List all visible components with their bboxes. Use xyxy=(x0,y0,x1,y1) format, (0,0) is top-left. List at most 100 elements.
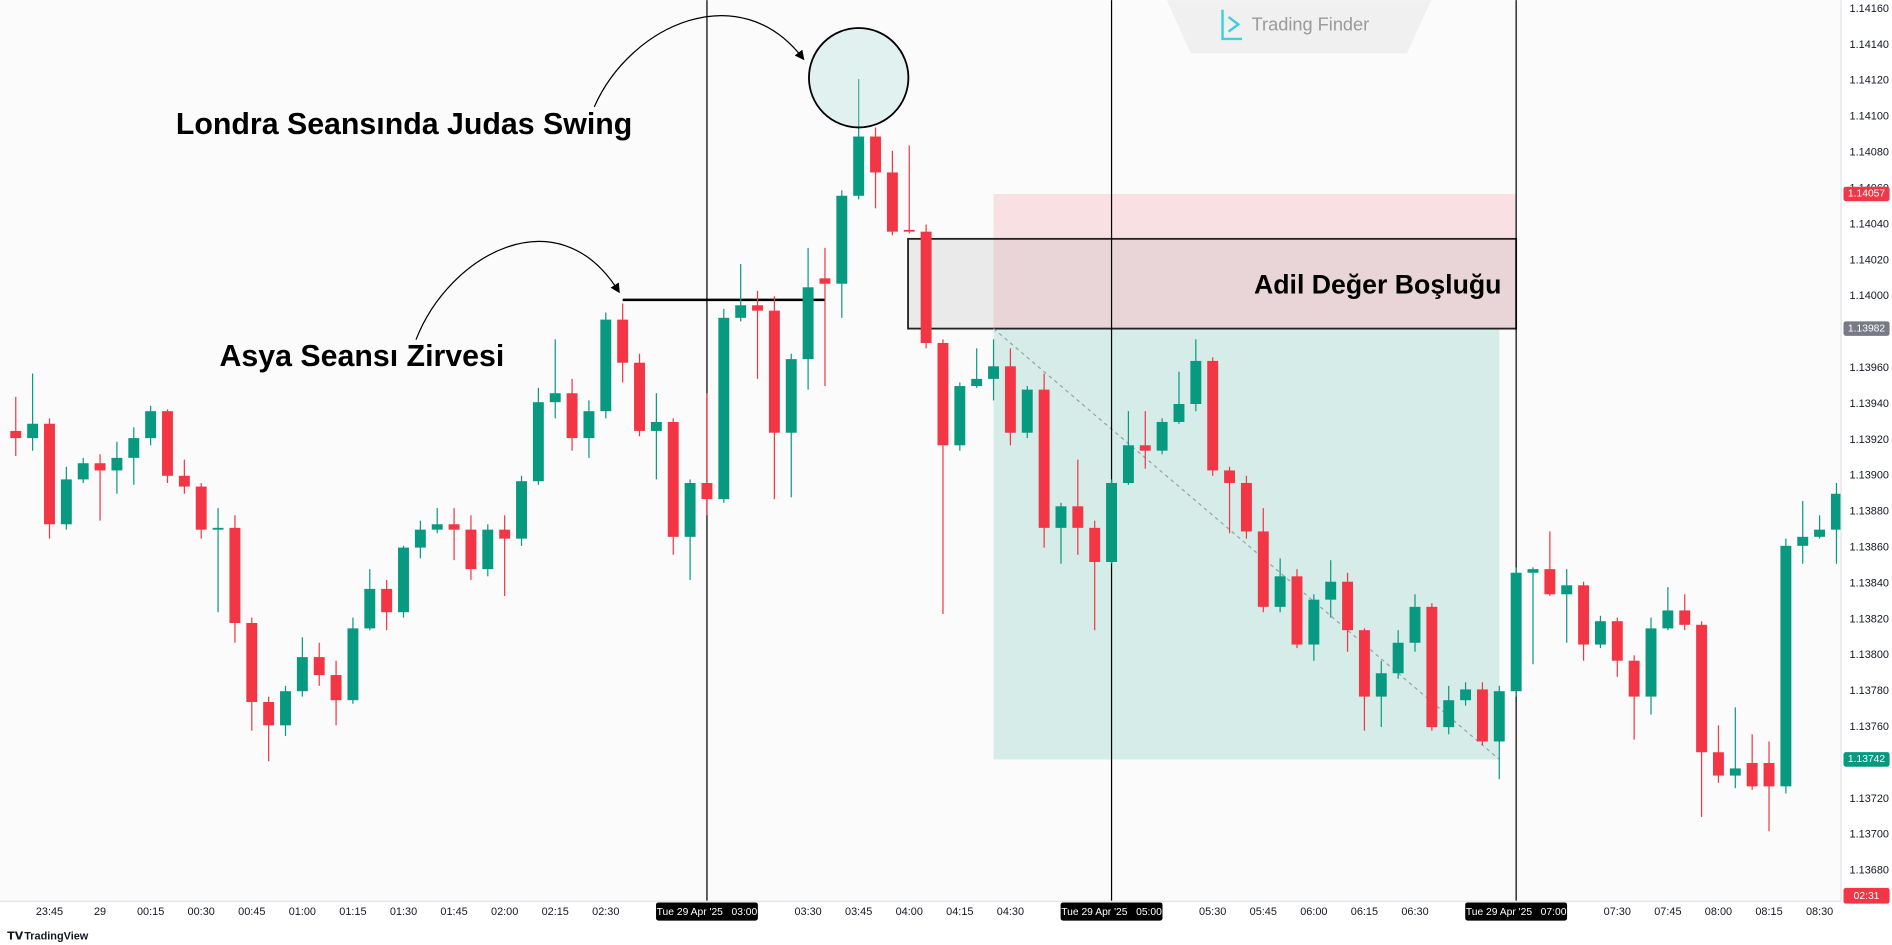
price-label: 1.14057 xyxy=(1848,189,1885,200)
arrow xyxy=(415,240,620,340)
trend-line xyxy=(993,328,1500,760)
candle-body xyxy=(650,421,662,431)
target-zone xyxy=(993,328,1500,760)
candle-body xyxy=(364,588,376,629)
time-axis xyxy=(0,901,1892,945)
candle-body xyxy=(280,691,291,726)
candle-body xyxy=(1224,470,1236,483)
y-tick-label: 1.14020 xyxy=(1850,254,1889,266)
x-tick-label: 04:30 xyxy=(997,906,1024,918)
candle-body xyxy=(94,463,106,471)
price-label: 1.13742 xyxy=(1848,754,1885,765)
candle-body xyxy=(718,317,730,500)
candle-body xyxy=(1207,360,1219,471)
x-tick-label: 06:30 xyxy=(1401,906,1428,918)
candle-body xyxy=(1527,569,1539,573)
candle-body xyxy=(398,547,409,613)
candle-body xyxy=(1055,506,1067,528)
x-tick-label: Tue 29 Apr '25 05:00 xyxy=(1061,907,1162,918)
candle-body xyxy=(802,287,814,360)
candle-body xyxy=(1763,763,1775,787)
countdown: 02:31 xyxy=(1854,891,1880,902)
candle-body xyxy=(1460,689,1472,701)
candle-body xyxy=(111,457,123,471)
candle-body xyxy=(1830,493,1842,530)
crosshair-label-box xyxy=(656,902,758,921)
candle-body xyxy=(1156,421,1168,451)
candle-body xyxy=(735,305,747,318)
x-tick-label: Tue 29 Apr '25 03:00 xyxy=(657,907,758,918)
candle-body xyxy=(667,421,679,537)
stop-zone xyxy=(993,193,1517,329)
candle-body xyxy=(1240,482,1252,532)
candle-body xyxy=(1021,389,1033,433)
y-tick-label: 1.13820 xyxy=(1850,613,1889,625)
x-tick-label: 04:15 xyxy=(946,906,973,918)
candle-body xyxy=(499,529,511,539)
x-tick-label: 04:00 xyxy=(896,906,923,918)
countdown-box xyxy=(1843,887,1890,904)
candle-body xyxy=(1814,529,1826,537)
candle-body xyxy=(1628,660,1640,697)
candle-body xyxy=(1594,621,1606,645)
price-label-box xyxy=(1843,186,1890,202)
arrow xyxy=(593,15,805,108)
candle-body xyxy=(1308,599,1320,645)
candle-body xyxy=(1712,752,1724,776)
x-tick-label: 02:30 xyxy=(592,906,619,918)
candle-body xyxy=(482,529,494,570)
x-tick-label: 06:00 xyxy=(1300,906,1327,918)
candle-body xyxy=(1089,527,1101,562)
candle-body xyxy=(1038,389,1050,528)
candle-body xyxy=(853,136,865,196)
x-tick-label: 08:30 xyxy=(1806,906,1833,918)
y-tick-label: 1.13920 xyxy=(1850,434,1889,446)
x-tick-label: 00:15 xyxy=(137,906,164,918)
y-tick-label: 1.13960 xyxy=(1850,362,1889,374)
y-tick-label: 1.14140 xyxy=(1850,39,1889,51)
candle-body xyxy=(1122,445,1134,483)
y-tick-label: 1.13880 xyxy=(1850,506,1889,518)
candle-body xyxy=(1004,366,1016,433)
y-tick-label: 1.13680 xyxy=(1850,865,1889,877)
candle-body xyxy=(583,411,595,439)
candle-body xyxy=(10,430,22,439)
candle-body xyxy=(549,393,561,403)
candle-body xyxy=(1544,569,1556,595)
candle-body xyxy=(768,310,780,433)
y-tick-label: 1.13840 xyxy=(1850,577,1889,589)
candle-body xyxy=(178,475,190,487)
candle-body xyxy=(431,524,443,530)
candle-body xyxy=(1358,630,1370,697)
x-tick-label: 02:15 xyxy=(542,906,569,918)
y-tick-label: 1.13900 xyxy=(1850,470,1889,482)
price-axis xyxy=(1841,0,1892,945)
y-tick-label: 1.14080 xyxy=(1850,147,1889,159)
price-label-box xyxy=(1843,321,1890,336)
candle-body xyxy=(1392,642,1404,674)
x-tick-label: Tue 29 Apr '25 07:00 xyxy=(1466,907,1567,918)
candle-body xyxy=(920,231,932,343)
candle-body xyxy=(886,172,898,232)
y-tick-label: 1.13720 xyxy=(1850,793,1889,805)
candle-body xyxy=(1780,545,1792,787)
candle-body xyxy=(1409,606,1421,643)
candle-body xyxy=(988,366,1000,379)
x-tick-label: 01:30 xyxy=(390,906,417,918)
x-tick-label: 07:30 xyxy=(1604,906,1631,918)
candles-layer xyxy=(10,79,1842,832)
candle-body xyxy=(1746,763,1758,787)
crosshair-label-box xyxy=(1465,902,1568,921)
candle-body xyxy=(1342,581,1354,631)
candle-body xyxy=(1510,572,1522,692)
candle-body xyxy=(27,423,39,439)
candle-body xyxy=(1072,506,1084,528)
axis-layer: 1.14160 1.14140 1.14120 1.14100 1.14080 1.140… xyxy=(36,3,1890,921)
candle-body xyxy=(1645,628,1657,697)
candle-body xyxy=(1696,624,1708,753)
candle-body xyxy=(195,486,207,530)
candle-body xyxy=(1476,689,1488,742)
candle-body xyxy=(330,675,342,701)
